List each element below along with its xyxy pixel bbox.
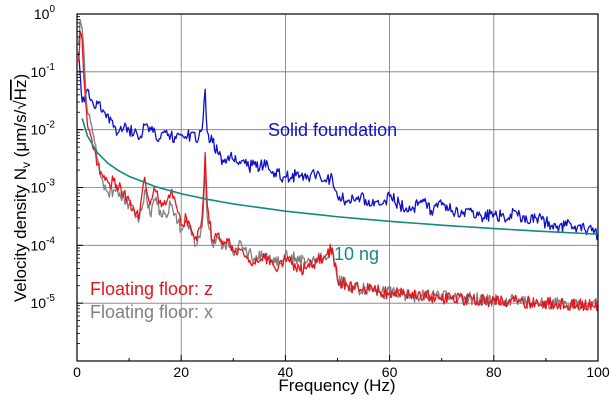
x-tick-label: 80 [486, 364, 502, 380]
y-tick-label: 100 [34, 4, 56, 22]
y-axis-label-subscript: v [19, 162, 33, 168]
y-tick-exponent: -5 [46, 293, 55, 304]
y-axis-label-radicand: Hz [11, 80, 30, 101]
y-tick-labels: 100 10-1 10-2 10-3 10-4 10-5 [31, 4, 56, 311]
y-tick-exponent: -1 [46, 62, 55, 73]
y-tick-label: 10-1 [31, 62, 56, 80]
series-line-ng_10_reference [81, 118, 598, 235]
series-line-floating_floor_x [77, 18, 598, 312]
tick-marks [76, 13, 599, 361]
annotation-solid-foundation: Solid foundation [268, 120, 397, 140]
y-tick-label: 10-4 [31, 235, 56, 253]
y-axis-label-unit-close: ) [11, 74, 30, 80]
x-axis-label: Frequency (Hz) [278, 376, 395, 395]
annotation-10-ng: 10 ng [334, 244, 379, 264]
x-tick-label: 0 [73, 364, 81, 380]
y-axis-label: Velocity density Nv (μm/s/√Hz) [11, 74, 33, 302]
y-axis-label-radical: √ [11, 100, 30, 110]
y-tick-label: 10-2 [31, 120, 56, 138]
series-line-solid_foundation [77, 51, 598, 241]
x-tick-label: 40 [278, 364, 294, 380]
x-tick-labels: 0 20 40 60 80 100 [73, 364, 610, 380]
y-tick-exponent: -3 [46, 178, 55, 189]
x-tick-label: 20 [173, 364, 189, 380]
series-layer [77, 18, 598, 312]
y-tick-exponent: -2 [46, 120, 55, 131]
y-tick-exponent: 0 [49, 4, 55, 15]
series-line-floating_floor_z [77, 30, 598, 312]
x-tick-label: 100 [586, 364, 610, 380]
y-axis-label-main: Velocity density N [11, 168, 30, 302]
y-tick-label: 10-5 [31, 293, 56, 311]
x-tick-label: 60 [382, 364, 398, 380]
y-tick-exponent: -4 [46, 235, 55, 246]
annotation-floating-floor-x: Floating floor: x [90, 302, 213, 322]
y-axis-label-unit-open: (μm/s/ [11, 109, 30, 162]
annotation-floating-floor-z: Floating floor: z [90, 279, 213, 299]
y-tick-label: 10-3 [31, 178, 56, 196]
